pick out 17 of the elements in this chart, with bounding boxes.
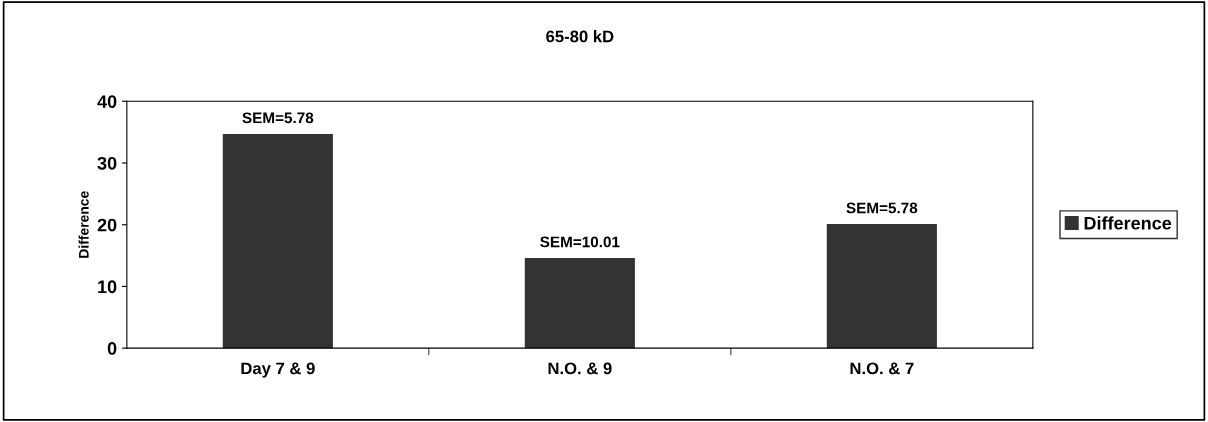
x-tick-label: N.O. & 9: [548, 362, 612, 375]
y-tick-label: 0: [107, 342, 117, 355]
bar: [826, 224, 937, 349]
bar: [524, 257, 635, 349]
y-axis-title: Difference: [78, 191, 89, 258]
annotation: SEM=10.01: [540, 236, 620, 248]
legend-label: Difference: [1084, 216, 1172, 230]
y-tick-label: 10: [98, 280, 117, 294]
annotation: SEM=5.78: [846, 202, 918, 214]
y-tick-label: 30: [97, 156, 117, 170]
annotation: SEM=5.78: [242, 112, 314, 124]
x-tick-label: N.O. & 7: [850, 362, 914, 375]
y-tick-label: 20: [97, 218, 117, 232]
y-tick-label: 40: [97, 95, 117, 108]
x-tick-label: Day 7 & 9: [241, 362, 315, 378]
chart-title: 65-80 kD: [546, 30, 614, 43]
bar: [222, 133, 333, 349]
